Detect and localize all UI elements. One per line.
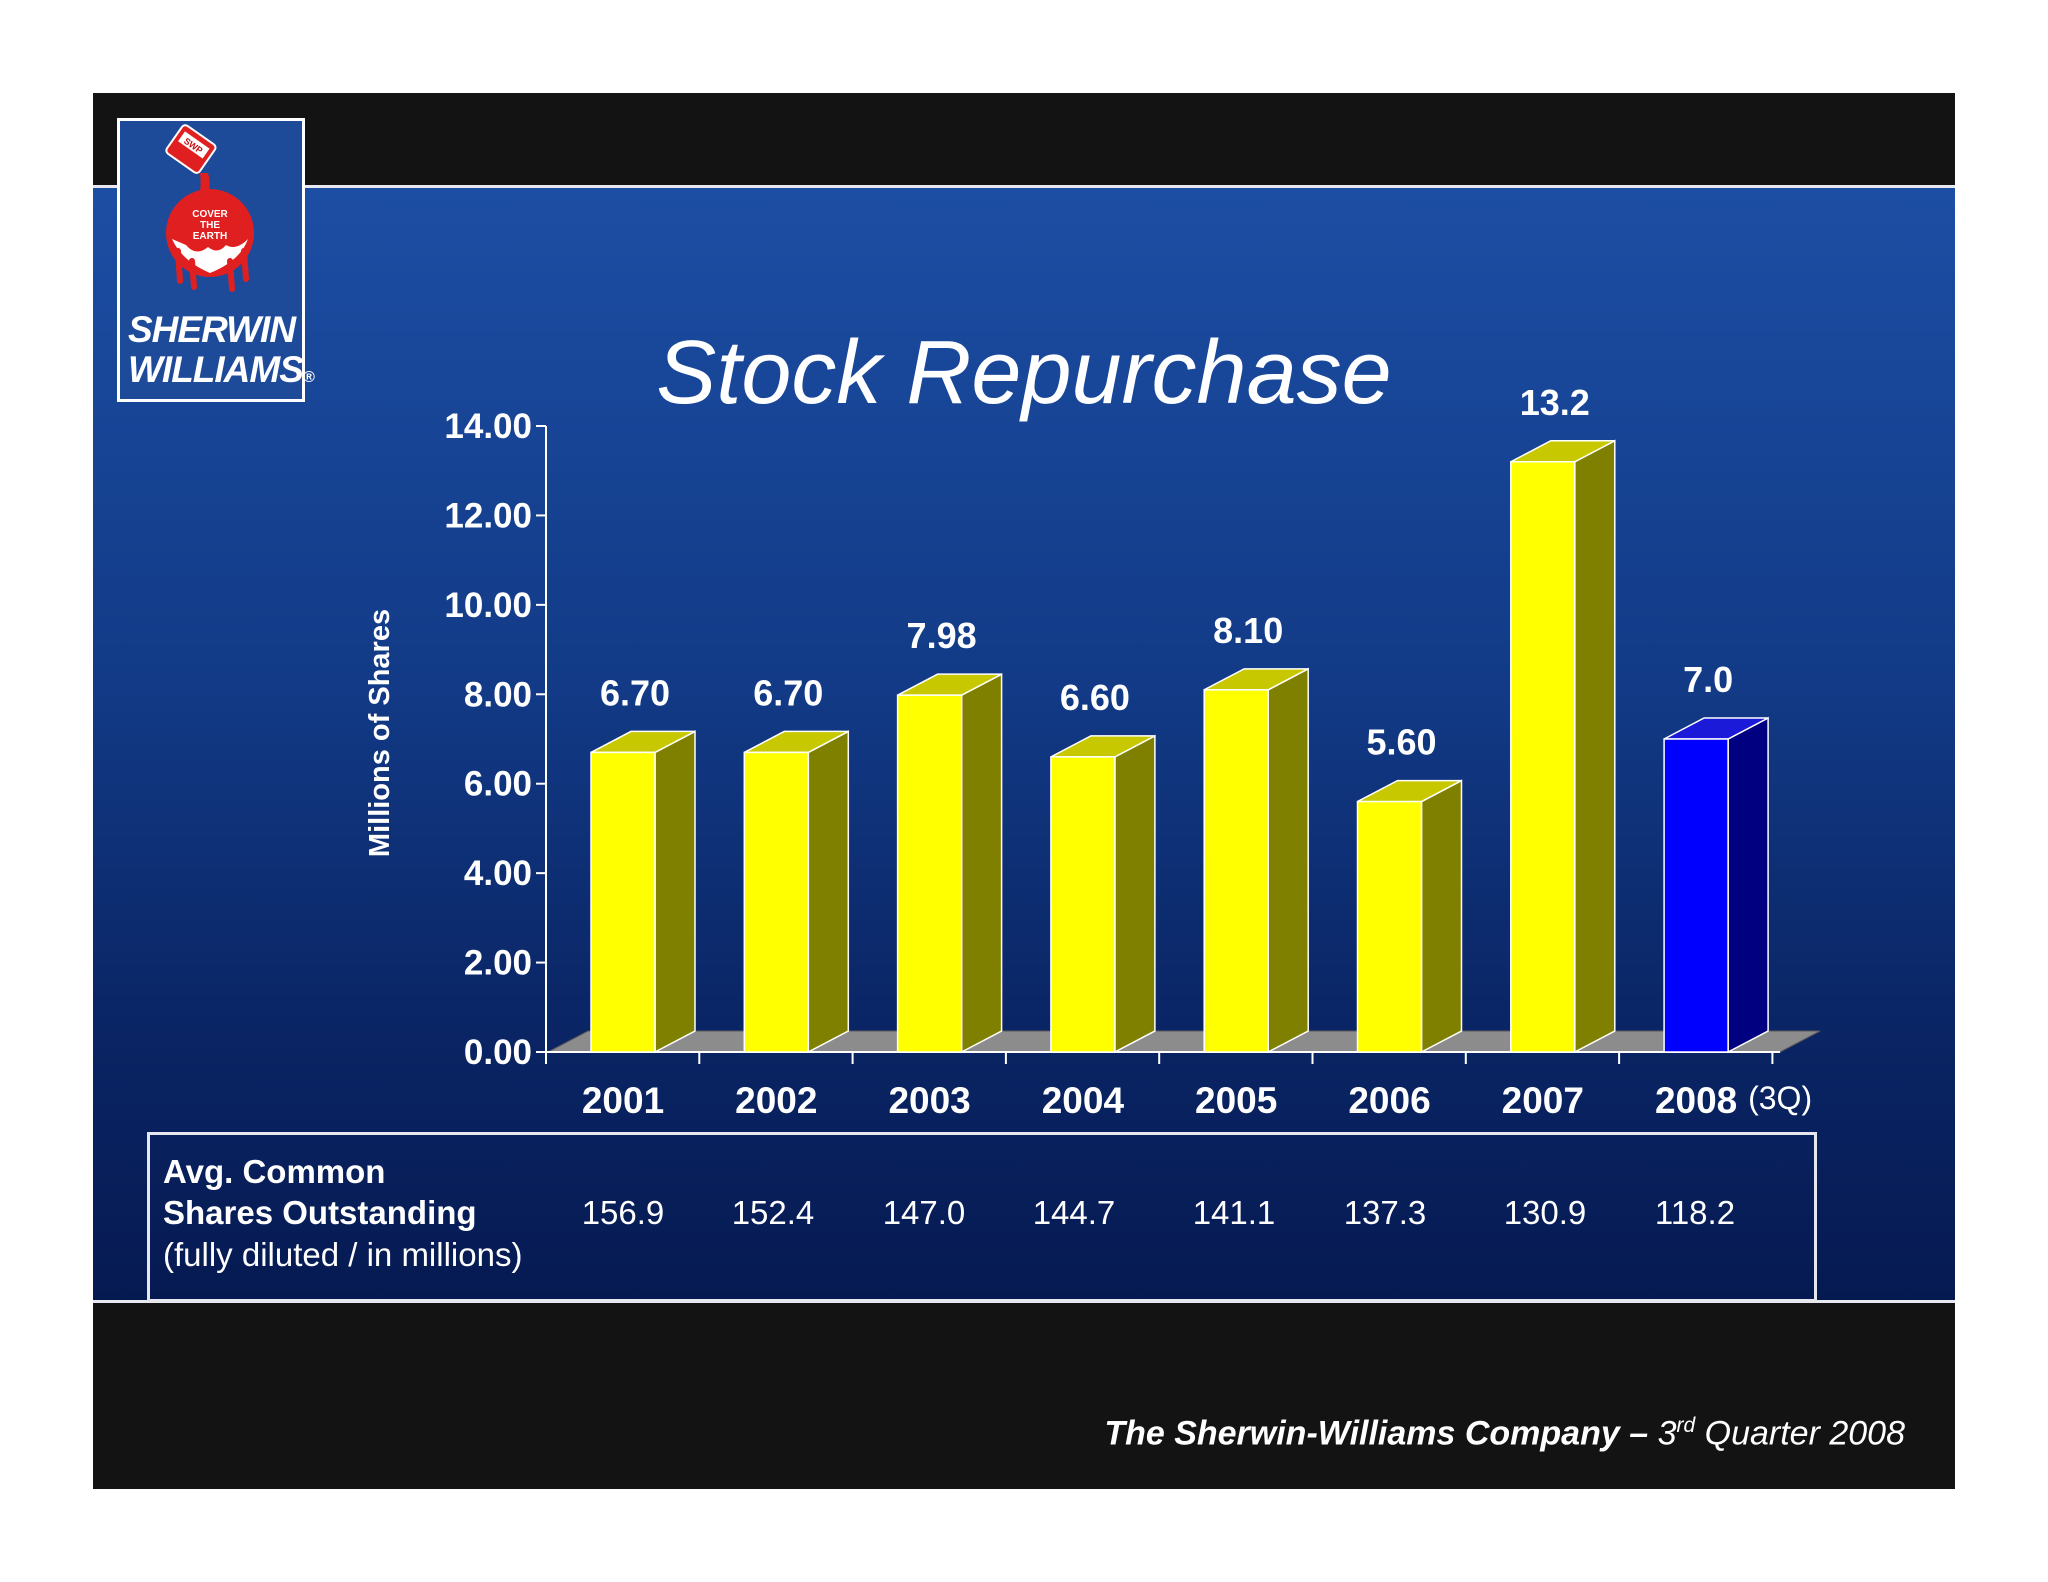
content-panel: Stock Repurchase bbox=[93, 185, 1955, 1303]
bar-side bbox=[1727, 716, 1769, 1054]
bar-side bbox=[807, 730, 850, 1054]
footer-period: Quarter 2008 bbox=[1704, 1414, 1905, 1453]
bar-2005 bbox=[1203, 667, 1309, 1054]
x-label-2002: 2002 bbox=[735, 1080, 817, 1121]
bar-front bbox=[1356, 800, 1423, 1053]
bar-2001 bbox=[590, 730, 696, 1054]
bars bbox=[590, 439, 1769, 1054]
bar-front bbox=[896, 694, 963, 1053]
table-label-line2: Shares Outstanding bbox=[163, 1194, 477, 1231]
table-value-2004: 144.7 bbox=[1032, 1194, 1116, 1231]
value-label-2005: 8.10 bbox=[1213, 610, 1283, 651]
logo-word-williams-text: WILLIAMS bbox=[128, 349, 304, 390]
table-value-2001: 156.9 bbox=[581, 1194, 665, 1231]
x-label-2007: 2007 bbox=[1502, 1080, 1584, 1121]
footer-ordinal-suffix: rd bbox=[1676, 1414, 1696, 1437]
value-label-2006: 5.60 bbox=[1366, 722, 1436, 763]
y-tick-label: 12.00 bbox=[444, 496, 532, 535]
bar-front bbox=[743, 751, 810, 1053]
value-label-2001: 6.70 bbox=[600, 672, 670, 713]
footer-company: The Sherwin-Williams Company – bbox=[1104, 1414, 1649, 1453]
logo-emblem-icon: SWP COVER THE EARTH bbox=[165, 124, 254, 292]
bar-front bbox=[1663, 738, 1729, 1053]
table-label-line1: Avg. Common bbox=[163, 1153, 386, 1190]
chart-floor-plane bbox=[547, 1030, 1821, 1053]
company-logo: SWP COVER THE EARTH SHERWIN WILLIAMS® bbox=[117, 118, 315, 402]
bar-2004 bbox=[1050, 734, 1156, 1054]
x-axis-labels: 2001 2002 2003 2004 2005 2006 2007 2008 (3Q) bbox=[582, 1080, 1812, 1121]
bar-front bbox=[590, 751, 656, 1053]
x-label-2008: 2008 bbox=[1655, 1080, 1737, 1121]
table-value-2005: 141.1 bbox=[1192, 1194, 1276, 1231]
y-tick-label: 14.00 bbox=[444, 407, 532, 446]
slide: Stock Repurchase SWP COVER THE EARTH SHE… bbox=[93, 93, 1955, 1489]
bar-2006 bbox=[1356, 779, 1463, 1054]
bar-side bbox=[1114, 734, 1156, 1054]
table-value-2008: 118.2 bbox=[1654, 1194, 1736, 1231]
chart-floor bbox=[547, 1030, 1821, 1053]
y-tick-label: 10.00 bbox=[444, 586, 532, 625]
y-tick-label: 0.00 bbox=[464, 1033, 532, 1072]
bar-2007 bbox=[1510, 439, 1616, 1054]
bar-front bbox=[1510, 461, 1576, 1053]
x-label-2006: 2006 bbox=[1348, 1080, 1430, 1121]
logo-registered-mark: ® bbox=[302, 369, 315, 386]
x-label-2003: 2003 bbox=[888, 1080, 970, 1121]
bar-front bbox=[1203, 689, 1269, 1053]
logo-slogan-3: EARTH bbox=[193, 231, 227, 242]
footer-text: The Sherwin-Williams Company – 3rd Quart… bbox=[1104, 1414, 1905, 1453]
x-label-2004: 2004 bbox=[1042, 1080, 1125, 1121]
value-label-2007: 13.2 bbox=[1520, 382, 1590, 423]
y-axis-label: Millions of Shares bbox=[364, 609, 396, 857]
bar-2008 bbox=[1663, 716, 1769, 1054]
value-label-2002: 6.70 bbox=[753, 672, 823, 713]
table-value-2003: 147.0 bbox=[882, 1194, 966, 1231]
y-tick-label: 4.00 bbox=[464, 854, 532, 893]
bar-2003 bbox=[896, 672, 1003, 1054]
x-label-2005: 2005 bbox=[1195, 1080, 1277, 1121]
page-title: Stock Repurchase bbox=[656, 323, 1392, 423]
y-axis: 0.00 2.00 4.00 6.00 8.00 10.00 12.00 14.00 bbox=[444, 407, 1781, 1072]
y-tick-label: 8.00 bbox=[464, 675, 532, 714]
x-label-2001: 2001 bbox=[582, 1080, 664, 1121]
bar-side bbox=[1420, 779, 1463, 1054]
y-tick-label: 2.00 bbox=[464, 944, 532, 983]
footer-ordinal: 3 bbox=[1657, 1414, 1677, 1453]
table-value-2006: 137.3 bbox=[1343, 1194, 1427, 1231]
table-value-2007: 130.9 bbox=[1503, 1194, 1587, 1231]
bar-side bbox=[1574, 439, 1616, 1054]
bar-side bbox=[960, 672, 1003, 1054]
bar-side bbox=[654, 730, 696, 1054]
logo-slogan-2: THE bbox=[200, 220, 220, 231]
logo-word-williams: WILLIAMS® bbox=[128, 349, 315, 397]
y-tick-label: 6.00 bbox=[464, 765, 532, 804]
logo-slogan-1: COVER bbox=[192, 209, 228, 220]
logo-word-sherwin: SHERWIN bbox=[128, 309, 296, 350]
value-label-2004: 6.60 bbox=[1060, 677, 1130, 718]
x-label-note: (3Q) bbox=[1748, 1080, 1812, 1116]
bar-front bbox=[1050, 756, 1116, 1053]
shares-outstanding-table: Avg. Common Shares Outstanding (fully di… bbox=[147, 1132, 1817, 1302]
bar-side bbox=[1267, 667, 1309, 1054]
value-labels: 6.70 6.70 7.98 6.60 8.10 5.60 13.2 7.0 bbox=[600, 382, 1733, 763]
table-label-line3: (fully diluted / in millions) bbox=[163, 1236, 523, 1273]
value-label-2008: 7.0 bbox=[1683, 659, 1733, 700]
table-value-2002: 152.4 bbox=[731, 1194, 815, 1231]
value-label-2003: 7.98 bbox=[907, 615, 977, 656]
bar-2002 bbox=[743, 730, 850, 1054]
